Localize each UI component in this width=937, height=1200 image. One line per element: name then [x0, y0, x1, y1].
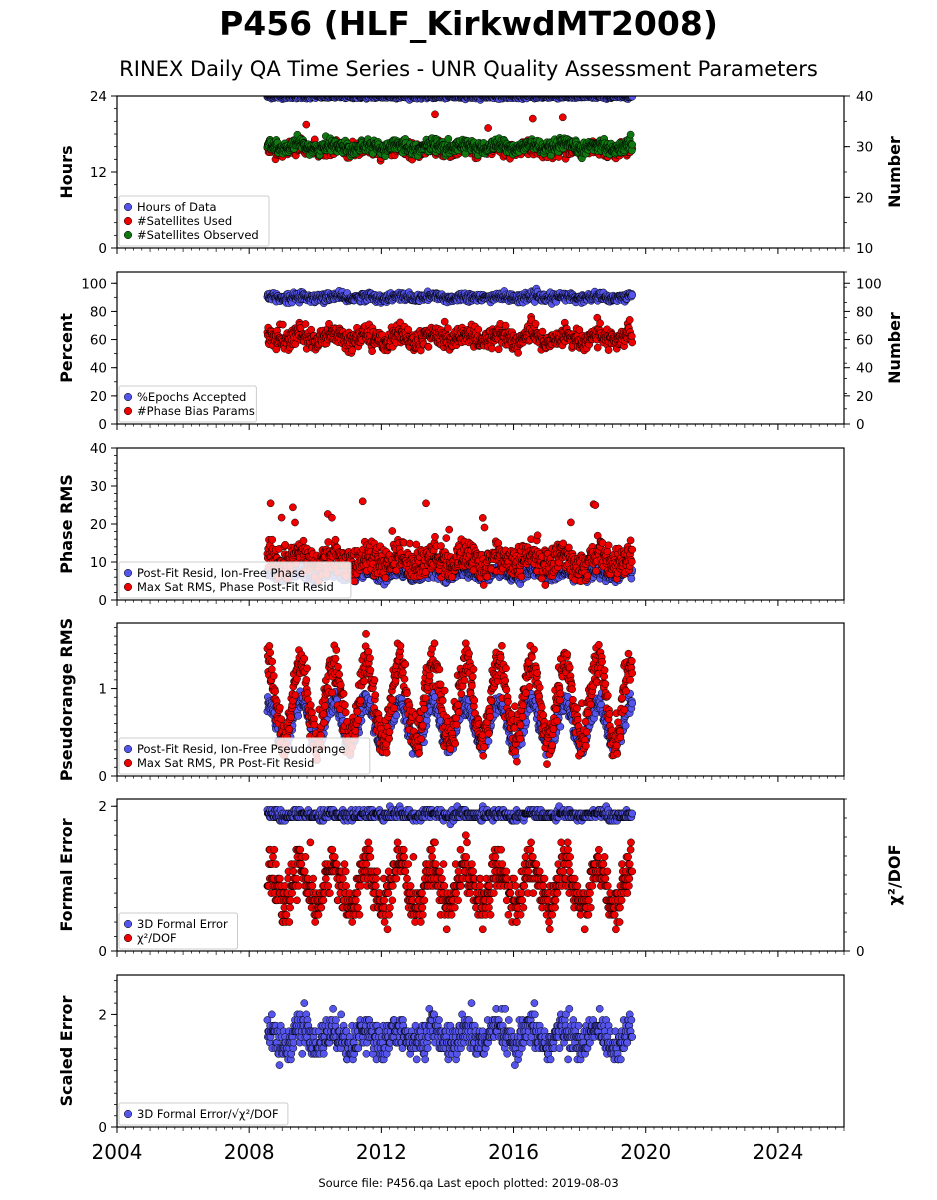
chart-title: P456 (HLF_KirkwdMT2008) — [219, 4, 718, 43]
data-point — [538, 327, 547, 336]
y-tick-label: 100 — [81, 276, 107, 292]
y-tick-label: 0 — [98, 241, 107, 257]
legend-entry: %Epochs Accepted — [137, 390, 246, 404]
legend-entry: #Satellites Observed — [137, 228, 259, 242]
legend-entry: Hours of Data — [137, 200, 217, 214]
data-point — [626, 130, 635, 139]
data-point — [625, 316, 634, 324]
data-point — [628, 291, 637, 299]
data-point — [596, 319, 604, 328]
right-y-tick-label: 20 — [856, 190, 873, 206]
y-axis-label: Percent — [57, 313, 76, 383]
data-point — [558, 113, 567, 122]
legend-marker — [123, 202, 133, 212]
data-point — [278, 320, 287, 329]
data-point — [514, 349, 522, 357]
y-axis-label: Hours — [57, 145, 76, 198]
data-point — [628, 140, 637, 149]
data-point — [501, 321, 510, 330]
data-point — [604, 346, 613, 354]
right-y-tick-label: 100 — [856, 276, 882, 292]
legend: %Epochs Accepted#Phase Bias Params — [118, 385, 257, 423]
chart-subtitle: RINEX Daily QA Time Series - UNR Quality… — [119, 57, 818, 81]
legend: Hours of Data#Satellites Used#Satellites… — [118, 195, 270, 247]
series-1 — [263, 313, 637, 357]
y-tick-label: 12 — [90, 165, 107, 181]
data-point — [593, 343, 602, 352]
data-point — [528, 114, 537, 123]
right-y-tick-label: 30 — [856, 140, 873, 156]
right-y-tick-label: 20 — [856, 389, 873, 405]
data-point — [487, 344, 496, 353]
right-y-tick-label: 40 — [856, 89, 873, 105]
right-y-axis-label: Number — [885, 136, 904, 208]
right-y-tick-label: 10 — [856, 241, 873, 257]
y-tick-label: 20 — [90, 389, 107, 405]
series-0 — [263, 284, 637, 308]
series-0 — [263, 96, 637, 104]
y-tick-label: 0 — [98, 417, 107, 433]
right-y-axis-label: Number — [885, 312, 904, 384]
right-y-tick-label: 80 — [856, 304, 873, 320]
legend-marker — [123, 230, 133, 240]
data-point — [368, 347, 376, 356]
legend-marker — [123, 406, 133, 416]
data-point — [484, 124, 492, 132]
scatter-points — [263, 284, 637, 357]
data-point — [301, 320, 310, 328]
data-point — [444, 134, 453, 143]
right-y-tick-label: 60 — [856, 333, 873, 349]
data-point — [474, 325, 483, 334]
legend-marker — [123, 392, 133, 402]
scatter-points — [263, 96, 637, 165]
data-point — [494, 345, 503, 354]
data-point — [302, 120, 311, 129]
data-point — [531, 319, 540, 328]
data-point — [444, 324, 452, 333]
right-y-tick-label: 40 — [856, 361, 873, 377]
right-y-tick-label: 0 — [856, 417, 865, 433]
y-tick-label: 80 — [90, 304, 107, 320]
panel-percent: 0 20 40 60 80 100 Percent 0 20 40 60 80 100 Number %Ep… — [57, 271, 904, 433]
data-point — [431, 110, 439, 119]
legend-entry: #Phase Bias Params — [137, 404, 255, 418]
data-point — [424, 343, 433, 351]
y-tick-label: 24 — [90, 89, 107, 105]
legend-entry: #Satellites Used — [137, 214, 232, 228]
legend-marker — [123, 216, 133, 226]
y-tick-label: 40 — [90, 361, 107, 377]
data-point — [628, 338, 637, 347]
data-point — [440, 317, 449, 326]
y-tick-label: 60 — [90, 333, 107, 349]
